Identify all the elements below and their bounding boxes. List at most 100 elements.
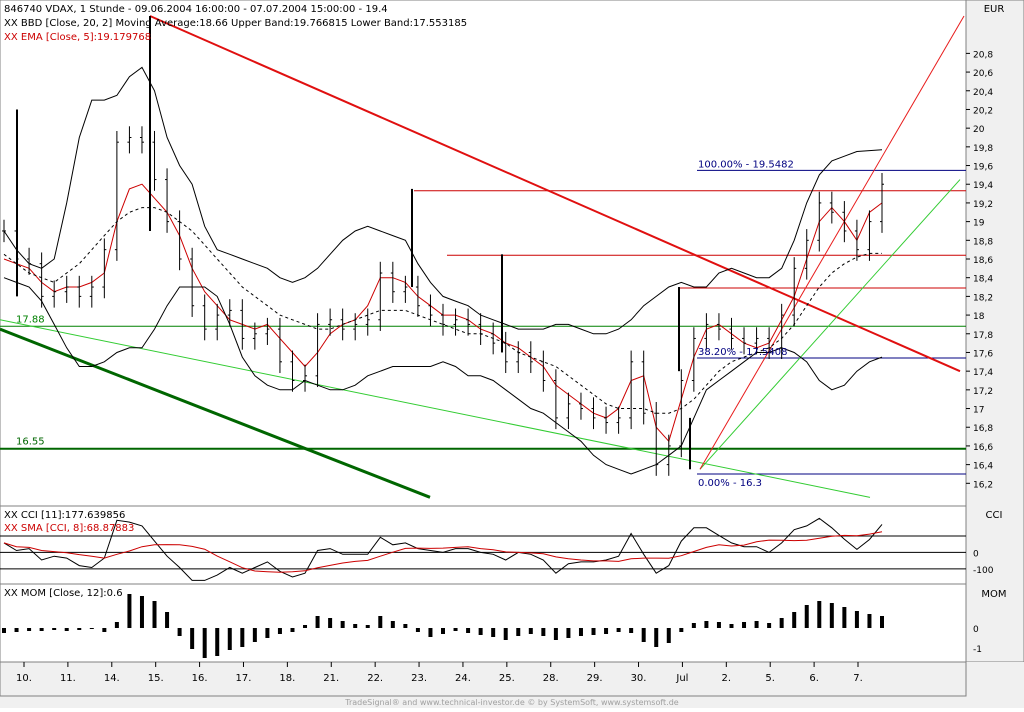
momentum-bar <box>817 601 822 628</box>
momentum-bar <box>880 616 884 628</box>
momentum-bar <box>303 625 308 628</box>
date-tick-label: 17. <box>236 673 252 684</box>
speed-fan-line <box>699 15 965 470</box>
momentum-bar <box>428 628 433 637</box>
momentum-bar <box>679 628 684 632</box>
bollinger-legend: XX BBD [Close, 20, 2] Moving Average:18.… <box>4 18 467 29</box>
momentum-bar <box>528 628 533 634</box>
momentum-bar <box>604 628 609 634</box>
momentum-bar <box>152 601 157 628</box>
momentum-bar <box>616 628 621 632</box>
momentum-bar <box>716 622 721 628</box>
price-tick-label: 18,8 <box>973 237 993 247</box>
momentum-bar <box>867 614 872 628</box>
cci-legend: XX CCI [11]:177.639856 <box>4 510 125 521</box>
momentum-bar <box>403 624 408 628</box>
cci-sma-line <box>3 531 883 573</box>
momentum-tick-label: 0 <box>973 625 979 635</box>
momentum-bar <box>114 622 119 628</box>
fib-level-label: 38.20% - 17.5408 <box>698 347 787 358</box>
price-tick-label: 17,8 <box>973 331 993 341</box>
momentum-bar <box>641 628 646 642</box>
momentum-bar <box>77 628 82 630</box>
momentum-bar <box>478 628 483 635</box>
momentum-bar <box>215 628 220 656</box>
momentum-bar <box>792 612 797 628</box>
fib-level-label: 100.00% - 19.5482 <box>698 159 794 170</box>
cci-line <box>3 517 883 581</box>
price-tick-label: 20,6 <box>973 69 993 79</box>
momentum-bar <box>252 628 257 642</box>
momentum-bar <box>691 623 696 628</box>
date-tick-label: 11. <box>60 673 76 684</box>
date-tick-label: 24. <box>455 673 471 684</box>
momentum-bar <box>177 628 182 636</box>
momentum-bar <box>89 628 94 629</box>
momentum-bar <box>742 622 747 628</box>
momentum-bar <box>127 594 132 628</box>
downtrend-line <box>149 15 961 373</box>
date-tick-label: 21. <box>323 673 339 684</box>
y-axis-area <box>965 0 1024 663</box>
price-unit-label: EUR <box>984 4 1005 15</box>
fib-level-label: 0.00% - 16.3 <box>698 478 762 489</box>
price-tick-label: 20,4 <box>973 88 993 98</box>
lower-band-line <box>3 277 883 475</box>
momentum-bar <box>566 628 571 638</box>
support-level-label: 17.88 <box>16 314 45 325</box>
momentum-bar <box>779 618 784 628</box>
momentum-tick-label: -1 <box>973 645 982 655</box>
momentum-bar <box>139 596 144 628</box>
cci-tick-label: 0 <box>973 549 979 559</box>
date-tick-label: 15. <box>148 673 164 684</box>
date-tick-label: 7. <box>853 673 863 684</box>
momentum-bar <box>629 628 634 633</box>
price-tick-label: 18,4 <box>973 275 993 285</box>
momentum-bar <box>767 623 772 628</box>
price-tick-label: 19,8 <box>973 144 993 154</box>
momentum-legend: XX MOM [Close, 12]:0.6 <box>4 588 123 599</box>
cci-panel <box>0 505 967 585</box>
momentum-unit-label: MOM <box>981 589 1006 600</box>
momentum-bar <box>842 607 847 628</box>
momentum-bar <box>190 628 195 649</box>
momentum-bar <box>378 616 383 628</box>
date-axis[interactable] <box>0 661 967 697</box>
momentum-bar <box>729 624 734 628</box>
date-tick-label: 6. <box>809 673 819 684</box>
price-tick-label: 16,2 <box>973 480 993 490</box>
date-tick-label: 14. <box>104 673 120 684</box>
momentum-bar <box>265 628 270 638</box>
price-tick-label: 20,8 <box>973 50 993 60</box>
chart-title: 846740 VDAX, 1 Stunde - 09.06.2004 16:00… <box>4 4 388 15</box>
date-tick-label: 10. <box>16 673 32 684</box>
momentum-bar <box>503 628 508 640</box>
momentum-bar <box>829 603 834 628</box>
momentum-bar <box>2 628 6 633</box>
momentum-bar <box>290 628 295 632</box>
momentum-bar <box>453 628 458 631</box>
ema-legend: XX EMA [Close, 5]:19.179768 <box>4 32 151 43</box>
momentum-bar <box>39 628 44 631</box>
price-tick-label: 19,2 <box>973 200 993 210</box>
momentum-bar <box>466 628 471 633</box>
price-tick-label: 19 <box>973 219 985 229</box>
momentum-bar <box>654 628 659 647</box>
momentum-bar <box>52 628 57 630</box>
momentum-bar <box>202 628 207 658</box>
momentum-bar <box>491 628 496 637</box>
date-tick-label: 16. <box>192 673 208 684</box>
momentum-bar <box>328 618 333 628</box>
price-tick-label: 20 <box>973 125 985 135</box>
momentum-bar <box>578 628 583 636</box>
momentum-bar <box>165 612 170 628</box>
price-tick-label: 18,6 <box>973 256 993 266</box>
date-tick-label: Jul <box>675 673 688 684</box>
price-panel <box>0 0 967 507</box>
momentum-bar <box>102 628 107 632</box>
price-tick-label: 20,2 <box>973 106 993 116</box>
price-tick-label: 17 <box>973 406 984 416</box>
date-tick-label: 30. <box>631 673 647 684</box>
cci-tick-label: -100 <box>973 566 994 576</box>
